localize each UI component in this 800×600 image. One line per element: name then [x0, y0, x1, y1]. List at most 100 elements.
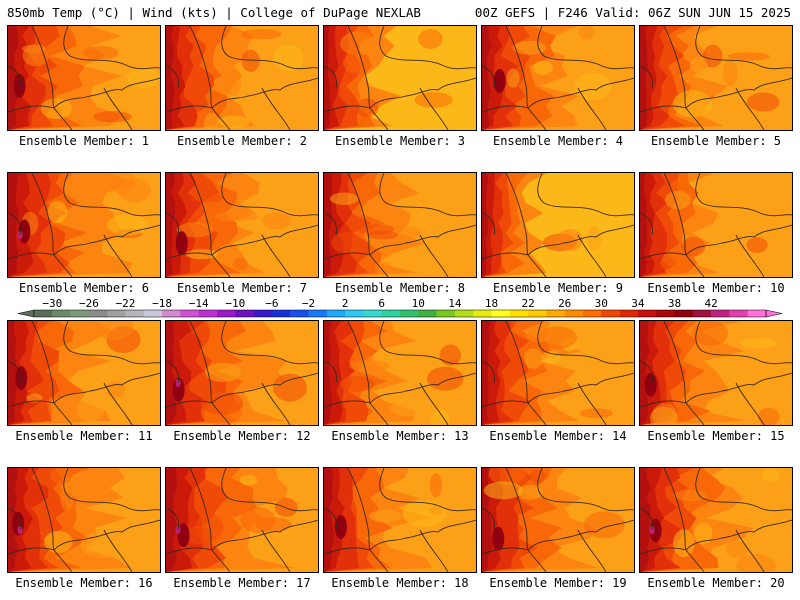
map-outline [63, 173, 160, 217]
temperature-field [166, 321, 318, 425]
colorbar-swatch [198, 310, 218, 317]
ensemble-member-map [639, 467, 793, 573]
map-outline [685, 107, 705, 130]
map-outline [640, 372, 792, 408]
ensemble-member-label: Ensemble Member: 15 [647, 429, 785, 443]
map-outline [640, 360, 653, 384]
map-outline [166, 212, 179, 236]
map-outline [369, 549, 389, 572]
colorbar-swatch [528, 310, 547, 317]
map-outline [324, 212, 337, 236]
map-outline [577, 382, 607, 425]
ensemble-member-label: Ensemble Member: 4 [492, 134, 624, 148]
ensemble-member-label: Ensemble Member: 12 [173, 429, 311, 443]
map-outline [482, 212, 495, 236]
map-outline [527, 254, 547, 277]
map-outline [527, 549, 547, 572]
colorbar-swatch [637, 310, 657, 317]
map-title: 850mb Temp (°C) | Wind (kts) | College o… [7, 5, 421, 20]
colorbar-tick-label: 10 [412, 297, 425, 310]
ensemble-member-map [165, 320, 319, 426]
colorbar-swatch [619, 310, 639, 317]
map-outline [8, 77, 160, 113]
ensemble-member-label: Ensemble Member: 6 [18, 281, 150, 295]
colorbar-swatch [180, 310, 199, 317]
map-outline [221, 173, 318, 217]
ensemble-member-label: Ensemble Member: 14 [489, 429, 627, 443]
map-outline [8, 360, 21, 384]
map-outline [53, 549, 73, 572]
map-outline [482, 360, 495, 384]
ensemble-member-map [7, 25, 161, 131]
ensemble-member-label: Ensemble Member: 10 [647, 281, 785, 295]
map-outline [663, 173, 687, 256]
temperature-field [166, 173, 318, 277]
colorbar-tick-label: −2 [302, 297, 315, 310]
map-outline [53, 254, 73, 277]
temperature-field [640, 468, 792, 572]
ensemble-member-label: Ensemble Member: 5 [650, 134, 782, 148]
map-outline [166, 224, 318, 260]
ensemble-member-map [639, 25, 793, 131]
map-outline [379, 26, 476, 70]
map-outline [189, 468, 213, 551]
map-outline [505, 26, 529, 109]
map-outline [640, 224, 792, 260]
map-outline [640, 77, 792, 113]
colorbar-tick-label: 6 [378, 297, 385, 310]
map-outline [482, 507, 495, 531]
colorbar-tick-label: −18 [152, 297, 172, 310]
colorbar-swatch [436, 310, 456, 317]
map-outline [537, 468, 634, 512]
map-outline [347, 321, 371, 404]
ensemble-member-label: Ensemble Member: 8 [334, 281, 466, 295]
colorbar-tick-label: 2 [342, 297, 349, 310]
map-outline [63, 321, 160, 365]
map-outline [103, 87, 133, 130]
map-outline [166, 360, 179, 384]
colorbar-swatch [253, 310, 273, 317]
colorbar-tick-label: −26 [79, 297, 99, 310]
ensemble-member-map [481, 25, 635, 131]
colorbar-swatch [729, 310, 748, 317]
map-outline [63, 468, 160, 512]
colorbar-swatch [52, 310, 71, 317]
map-outline [8, 519, 160, 555]
colorbar-swatch [418, 310, 437, 317]
ensemble-member-map [639, 320, 793, 426]
temperature-field [324, 173, 476, 277]
map-outline [640, 507, 653, 531]
colorbar-swatch [235, 310, 254, 317]
map-outline [663, 468, 687, 551]
map-outline [537, 173, 634, 217]
colorbar-swatch [454, 310, 474, 317]
map-outline [482, 519, 634, 555]
temperature-field [324, 321, 476, 425]
map-outline [211, 402, 231, 425]
map-outline [8, 224, 160, 260]
ensemble-member-label: Ensemble Member: 1 [18, 134, 150, 148]
map-outline [735, 234, 765, 277]
map-outline [324, 519, 476, 555]
map-outline [324, 77, 476, 113]
ensemble-member-label: Ensemble Member: 20 [647, 576, 785, 590]
map-outline [685, 549, 705, 572]
map-outline [537, 321, 634, 365]
map-outline [261, 234, 291, 277]
ensemble-member-map [165, 467, 319, 573]
map-outline [324, 372, 476, 408]
ensemble-member-label: Ensemble Member: 7 [176, 281, 308, 295]
temperature-field [482, 173, 634, 277]
map-outline [379, 468, 476, 512]
colorbar-tick-label: 14 [448, 297, 462, 310]
colorbar-swatch [601, 310, 620, 317]
ensemble-member-map [639, 172, 793, 278]
ensemble-member-map [323, 25, 477, 131]
colorbar-swatch [34, 310, 53, 317]
temperature-field [8, 468, 160, 572]
map-outline [166, 372, 318, 408]
map-outline [505, 173, 529, 256]
ensemble-member-label: Ensemble Member: 9 [492, 281, 624, 295]
map-outline [695, 468, 792, 512]
map-outline [261, 529, 291, 572]
